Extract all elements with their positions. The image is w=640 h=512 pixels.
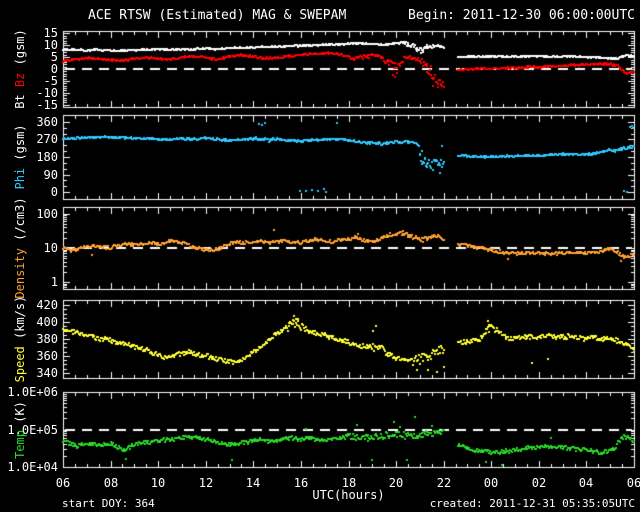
y-tick-label: -15 [36, 98, 58, 112]
x-tick-label: 08 [103, 476, 119, 490]
y-tick-label: 1.0E+05 [7, 423, 58, 437]
axis-title-part: (gsm) [13, 124, 27, 161]
y-tick-label: 1 [50, 275, 58, 289]
y-tick-label: 400 [36, 315, 58, 329]
y-tick-label: 380 [36, 332, 58, 346]
x-tick-label: 06 [55, 476, 71, 490]
created-timestamp: created: 2011-12-31 05:35:05UTC [429, 497, 635, 510]
axis-title-part: (km/s) [13, 295, 27, 339]
x-tick-label: 22 [436, 476, 452, 490]
y-tick-label: 360 [36, 349, 58, 363]
x-tick-label: 14 [245, 476, 261, 490]
axis-title-part: Bz [13, 65, 27, 88]
page-title: ACE RTSW (Estimated) MAG & SWEPAM [88, 8, 347, 23]
x-tick-label: 16 [293, 476, 309, 490]
x-tick-label: 00 [483, 476, 499, 490]
x-tick-label: 10 [150, 476, 166, 490]
x-tick-label: 04 [578, 476, 594, 490]
axis-title-part: (/cm3) [13, 197, 27, 241]
y-tick-label: 180 [36, 150, 58, 164]
axis-title-part: (gsm) [13, 29, 27, 66]
axis-title-part: Phi [13, 160, 27, 190]
y-tick-label: 270 [36, 132, 58, 146]
y-tick-label: 1.0E+04 [7, 460, 58, 474]
y-tick-label: 1.0E+06 [7, 385, 58, 399]
x-tick-label: 18 [341, 476, 357, 490]
axis-title-part: Temp [13, 422, 27, 459]
y-tick-label: 100 [36, 207, 58, 221]
y-tick-label: 340 [36, 366, 58, 380]
y-tick-label: 420 [36, 298, 58, 312]
y-tick-label: 90 [43, 168, 58, 182]
temperature-axis-title: Temp (K) [13, 375, 27, 485]
axis-title-part: (K) [13, 401, 27, 423]
y-tick-label: -10 [36, 86, 58, 100]
start-doy-label: start DOY: 364 [62, 497, 155, 510]
x-axis-label: UTC(hours) [312, 488, 385, 502]
x-tick-label: 06 [626, 476, 640, 490]
y-tick-label: 15 [43, 26, 58, 40]
y-tick-label: -5 [43, 74, 58, 88]
y-tick-label: 5 [50, 50, 58, 64]
y-tick-label: 0 [50, 185, 58, 199]
y-tick-label: 0 [50, 62, 58, 76]
y-tick-label: 360 [36, 115, 58, 129]
x-tick-label: 20 [388, 476, 404, 490]
y-tick-label: 10 [43, 241, 58, 255]
begin-time-label: Begin: 2011-12-30 06:00:00UTC [408, 8, 635, 23]
x-tick-label: 02 [531, 476, 547, 490]
y-tick-label: 10 [43, 38, 58, 52]
x-tick-label: 12 [198, 476, 214, 490]
